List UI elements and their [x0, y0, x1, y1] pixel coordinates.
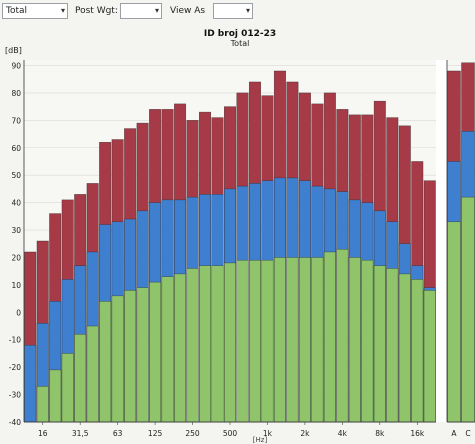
- bar-green: [386, 268, 399, 423]
- chart-subtitle: Total: [230, 39, 250, 48]
- bar-green: [373, 265, 386, 423]
- y-tick-label: 60: [11, 144, 21, 153]
- bar-green: [111, 295, 124, 423]
- bar-green: [298, 257, 311, 423]
- x-axis-label: [Hz]: [253, 436, 268, 444]
- x-tick-label: 1k: [263, 429, 273, 438]
- y-tick-label: -30: [9, 391, 21, 400]
- axes: -40 -30 -20 -10 0 10 20 30 40 50 60 70 80 90 16 31,5 63 1…: [9, 60, 475, 438]
- filter-select[interactable]: Total ▾: [2, 3, 68, 19]
- x-tick-label: 16: [38, 429, 48, 438]
- view-as-select[interactable]: ▾: [213, 3, 253, 19]
- summary-x-tick-label: A: [451, 429, 457, 438]
- bar-blue: [24, 344, 37, 423]
- y-tick-label: 90: [11, 61, 21, 70]
- chevron-down-icon: ▾: [154, 6, 159, 15]
- bar-green: [348, 257, 361, 423]
- chevron-down-icon: ▾: [245, 6, 250, 15]
- x-tick-label: 63: [113, 429, 123, 438]
- bar-green: [361, 259, 374, 423]
- y-tick-label: 30: [11, 226, 21, 235]
- bar-green: [336, 248, 349, 423]
- x-tick-label: 500: [223, 429, 238, 438]
- bars: [24, 70, 436, 423]
- bar-green: [124, 290, 137, 423]
- bar-green: [423, 290, 436, 423]
- bar-green: [273, 257, 286, 423]
- bar-green: [174, 273, 187, 423]
- bar-green: [398, 273, 411, 423]
- bar-green: [99, 301, 112, 423]
- y-axis-label: [dB]: [5, 46, 22, 55]
- bar-green: [61, 353, 74, 423]
- bar-green: [323, 251, 336, 423]
- panel-gap: [436, 60, 447, 422]
- bar-green: [199, 265, 212, 423]
- y-tick-label: 0: [16, 308, 21, 317]
- bar-green: [261, 259, 274, 423]
- x-tick-label: 31,5: [72, 429, 89, 438]
- x-tick-label: 250: [185, 429, 200, 438]
- y-tick-label: 70: [11, 116, 21, 125]
- y-tick-label: -10: [9, 336, 21, 345]
- y-tick-label: 80: [11, 89, 21, 98]
- chart-title: ID broj 012-23: [204, 29, 276, 39]
- bar-green: [211, 265, 224, 423]
- bar-green: [136, 287, 149, 423]
- y-tick-label: -40: [9, 418, 21, 427]
- y-tick-label: 10: [11, 281, 21, 290]
- summary-bar-green: [447, 221, 461, 423]
- x-tick-label: 8k: [375, 429, 385, 438]
- bar-green: [236, 259, 249, 423]
- bar-green: [74, 333, 87, 423]
- filter-select-value: Total: [6, 6, 28, 16]
- y-tick-label: 40: [11, 199, 21, 208]
- bar-green: [161, 276, 174, 423]
- bar-green: [149, 281, 162, 423]
- x-tick-label: 4k: [338, 429, 348, 438]
- y-tick-label: -20: [9, 363, 21, 372]
- view-as-label: View As: [170, 6, 206, 16]
- bar-green: [224, 262, 236, 423]
- post-weight-select[interactable]: ▾: [120, 3, 162, 19]
- bar-green: [36, 386, 49, 423]
- toolbar: Total ▾ Post Wgt: ▾ View As ▾: [0, 0, 475, 24]
- y-tick-label: 20: [11, 253, 21, 262]
- bar-green: [49, 369, 62, 423]
- bar-green: [86, 325, 99, 423]
- bar-green: [311, 257, 324, 423]
- bar-green: [248, 259, 261, 423]
- x-tick-label: 16k: [410, 429, 425, 438]
- summary-x-tick-label: C: [465, 429, 470, 438]
- post-weight-label: Post Wgt:: [75, 6, 118, 16]
- summary-bar-green: [461, 196, 475, 423]
- x-tick-label: 125: [148, 429, 163, 438]
- chevron-down-icon: ▾: [60, 6, 65, 15]
- bar-green: [186, 268, 199, 423]
- bar-green: [286, 257, 299, 423]
- x-tick-label: 2k: [300, 429, 310, 438]
- bar-green: [411, 279, 424, 423]
- y-tick-label: 50: [11, 171, 21, 180]
